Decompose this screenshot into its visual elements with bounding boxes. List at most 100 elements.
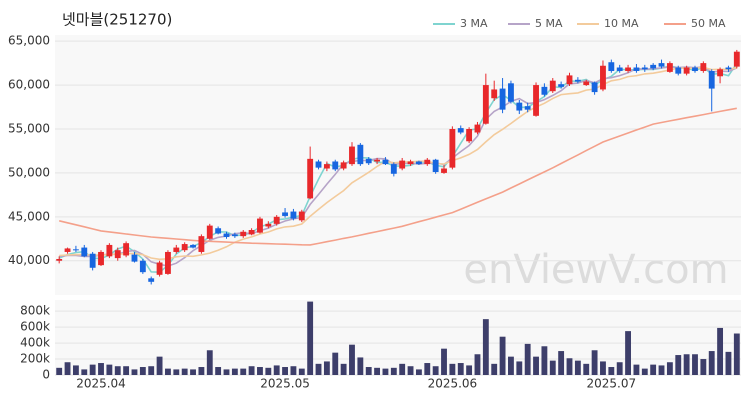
volume-bar [591,350,598,375]
candle-body [98,251,104,266]
volume-bar [156,356,163,375]
volume-bar [273,365,280,375]
volume-bar [415,369,422,375]
candle-body [508,83,514,102]
candle-body [72,249,79,251]
volume-bar [64,362,71,375]
volume-bar [89,364,96,375]
candle-body [541,86,548,95]
volume-bar [524,343,531,375]
candle-body [156,262,163,275]
volume-bar [390,367,397,375]
candle-body [231,234,238,237]
y-tick-label: 50,000 [8,165,50,179]
volume-bar [257,367,263,375]
volume-bar [240,368,247,375]
candle-body [583,81,590,86]
volume-bar [139,367,146,375]
volume-bar [265,367,272,375]
volume-bar [641,368,648,375]
volume-bar [282,367,288,375]
volume-bar [407,366,414,375]
candle-body [650,64,657,69]
volume-bar [474,354,481,375]
legend-label: 5 MA [535,17,563,30]
candle-body [725,67,732,70]
volume-bar [666,362,673,375]
volume-bar [424,363,431,375]
y-tick-label: 60,000 [8,78,50,92]
volume-bar [482,319,489,375]
candle-body [240,231,247,237]
volume-bar [231,368,238,375]
candle-body [424,159,431,165]
volume-bar [733,333,740,375]
volume-bar [566,358,573,375]
volume-bar [332,352,339,375]
candle-body [89,253,96,268]
candle-body [591,82,598,93]
candle-body [399,160,406,169]
x-tick-label: 2025.06 [428,377,478,391]
candle-body [390,164,397,174]
candle-body [692,67,698,72]
volume-bar [574,360,581,375]
volume-bar [365,367,372,375]
volume-bar [700,359,707,375]
candle-body [165,251,171,274]
candle-body [432,159,439,173]
volume-bar [633,364,640,375]
candle-body [64,248,71,252]
volume-bar [198,367,205,375]
volume-bar [708,351,715,375]
candle-body [307,158,314,199]
volume-bar [56,367,63,375]
candle-body [340,162,347,169]
candle-body [315,161,322,168]
watermark: enViewV.com [463,247,728,293]
volume-bar [382,368,389,375]
volume-bar [114,366,121,375]
candle-body [457,128,464,133]
candle-body [374,159,381,162]
candle-body [482,85,489,124]
volume-bar [449,363,456,375]
volume-bar [323,361,330,375]
volume-bar [215,367,222,375]
volume-bar [466,365,473,375]
volume-bar [499,336,506,375]
candle-body [81,247,88,257]
volume-bar [516,361,523,375]
y-tick-label: 200k [20,352,50,366]
y-tick-label: 800k [20,304,50,318]
volume-bar [290,366,297,375]
volume-bar [558,351,565,375]
ma-line [59,66,738,267]
y-tick-label: 65,000 [8,34,50,48]
candle-body [666,63,673,72]
y-tick-label: 45,000 [8,209,50,223]
candle-body [474,124,481,133]
volume-bar [165,368,171,375]
volume-bar [223,369,230,375]
volume-bar [675,355,682,375]
candle-body [298,211,305,221]
candle-body [683,67,690,74]
volume-bar [72,365,79,375]
x-tick-label: 2025.05 [260,377,310,391]
candle-body [248,230,255,235]
candle-body [625,67,631,72]
x-tick-label: 2025.07 [587,377,637,391]
candle-body [282,212,288,216]
candle-body [257,218,263,233]
volume-bar [625,331,631,375]
volume-bar [583,363,590,375]
candle-body [566,75,573,85]
candle-body [733,51,740,67]
volume-bar [692,354,698,375]
candle-body [717,69,724,77]
volume-bar [315,363,322,375]
candle-body [675,67,682,74]
volume-bar [658,365,665,375]
